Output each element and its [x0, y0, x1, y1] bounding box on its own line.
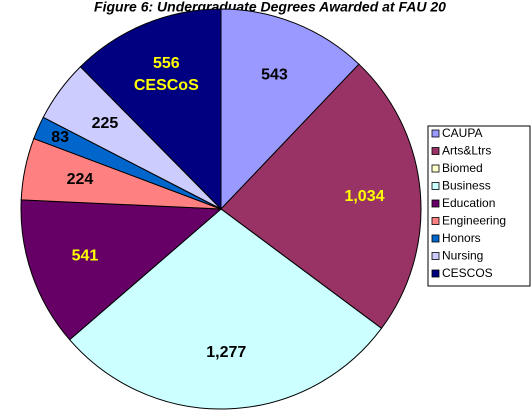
data-label: 83	[51, 129, 69, 146]
data-label: 556	[153, 55, 180, 72]
legend-label: Education	[442, 196, 495, 210]
pie-slice	[20, 199, 223, 341]
legend-label: CAUPA	[442, 126, 482, 140]
pie-slice	[79, 8, 222, 211]
legend-label: Business	[442, 179, 491, 193]
pie	[20, 8, 422, 410]
legend-label: Biomed	[442, 161, 483, 175]
annotation: CESCoS	[134, 77, 199, 94]
legend-swatch	[431, 217, 440, 225]
legend-entries: CAUPA Arts&Ltrs Biomed Business Education Eng…	[431, 126, 506, 280]
legend-swatch	[431, 147, 440, 155]
legend-swatch	[431, 129, 440, 138]
data-label: 1,034	[344, 188, 384, 205]
data-label: 541	[72, 247, 99, 264]
legend-swatch	[431, 252, 440, 260]
data-labels: 543 1,034 1,277 541 224 83 225 556 CESCoS	[51, 55, 384, 361]
legend-swatch	[431, 234, 440, 243]
legend-label: Honors	[442, 231, 481, 245]
legend-swatch	[431, 182, 440, 190]
pie-slice	[220, 8, 360, 211]
pie-slice	[68, 208, 383, 410]
data-label: 225	[92, 115, 119, 132]
data-label: 1,277	[206, 344, 246, 361]
legend-label: Engineering	[442, 214, 506, 228]
legend-label: Nursing	[442, 249, 483, 263]
chart-title: Figure 6: Undergraduate Degrees Awarded …	[94, 0, 446, 15]
legend-label: CESCOS	[442, 266, 493, 280]
legend-label: Arts&Ltrs	[442, 144, 491, 158]
legend-swatch	[431, 199, 440, 208]
pie-slice	[220, 63, 422, 330]
data-label: 543	[261, 67, 288, 84]
legend	[427, 125, 531, 287]
legend-swatch	[431, 164, 440, 173]
legend-swatch	[431, 269, 440, 278]
data-label: 224	[67, 171, 94, 188]
